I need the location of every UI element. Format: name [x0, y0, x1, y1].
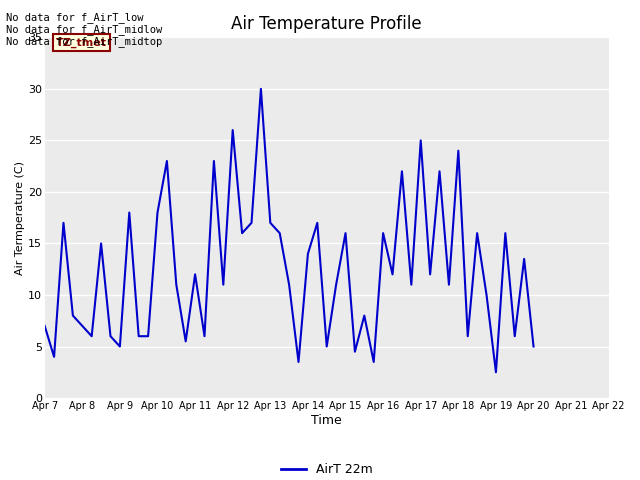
X-axis label: Time: Time [311, 414, 342, 427]
Text: TZ_tmet: TZ_tmet [56, 37, 107, 48]
Title: Air Temperature Profile: Air Temperature Profile [232, 15, 422, 33]
Text: No data for f_AirT_midlow: No data for f_AirT_midlow [6, 24, 163, 35]
Y-axis label: Air Termperature (C): Air Termperature (C) [15, 161, 25, 275]
Text: No data for f_AirT_midtop: No data for f_AirT_midtop [6, 36, 163, 47]
Legend: AirT 22m: AirT 22m [276, 458, 378, 480]
Text: No data for f_AirT_low: No data for f_AirT_low [6, 12, 144, 23]
